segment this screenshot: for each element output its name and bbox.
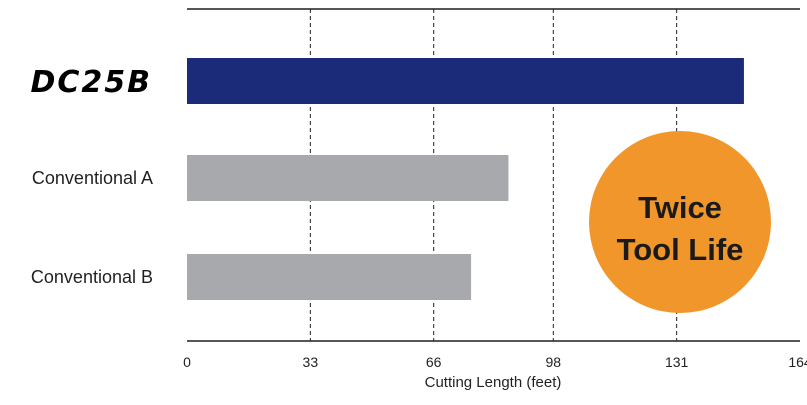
twice-tool-life-badge: Twice Tool Life [589,131,771,313]
badge-line-2: Tool Life [617,232,744,267]
tick-label-164: 164 [788,354,807,370]
bar-conventional-a [187,155,509,201]
category-label-conventional-b: Conventional B [31,267,153,287]
tick-label-131: 131 [665,354,689,370]
x-tick-labels: 0 33 66 98 131 164 [183,354,807,370]
tick-label-98: 98 [546,354,562,370]
tick-label-0: 0 [183,354,191,370]
x-axis-title: Cutting Length (feet) [425,374,562,391]
category-label-dc25b: DC25B [30,65,152,100]
category-labels: DC25B Conventional A Conventional B [30,65,153,287]
badge-circle [589,131,771,313]
bar-conventional-b [187,254,472,300]
category-label-conventional-a: Conventional A [32,168,153,188]
bar-dc25b [187,58,744,104]
tick-label-66: 66 [426,354,442,370]
bars [187,58,744,300]
badge-line-1: Twice [638,190,722,225]
tick-label-33: 33 [303,354,319,370]
